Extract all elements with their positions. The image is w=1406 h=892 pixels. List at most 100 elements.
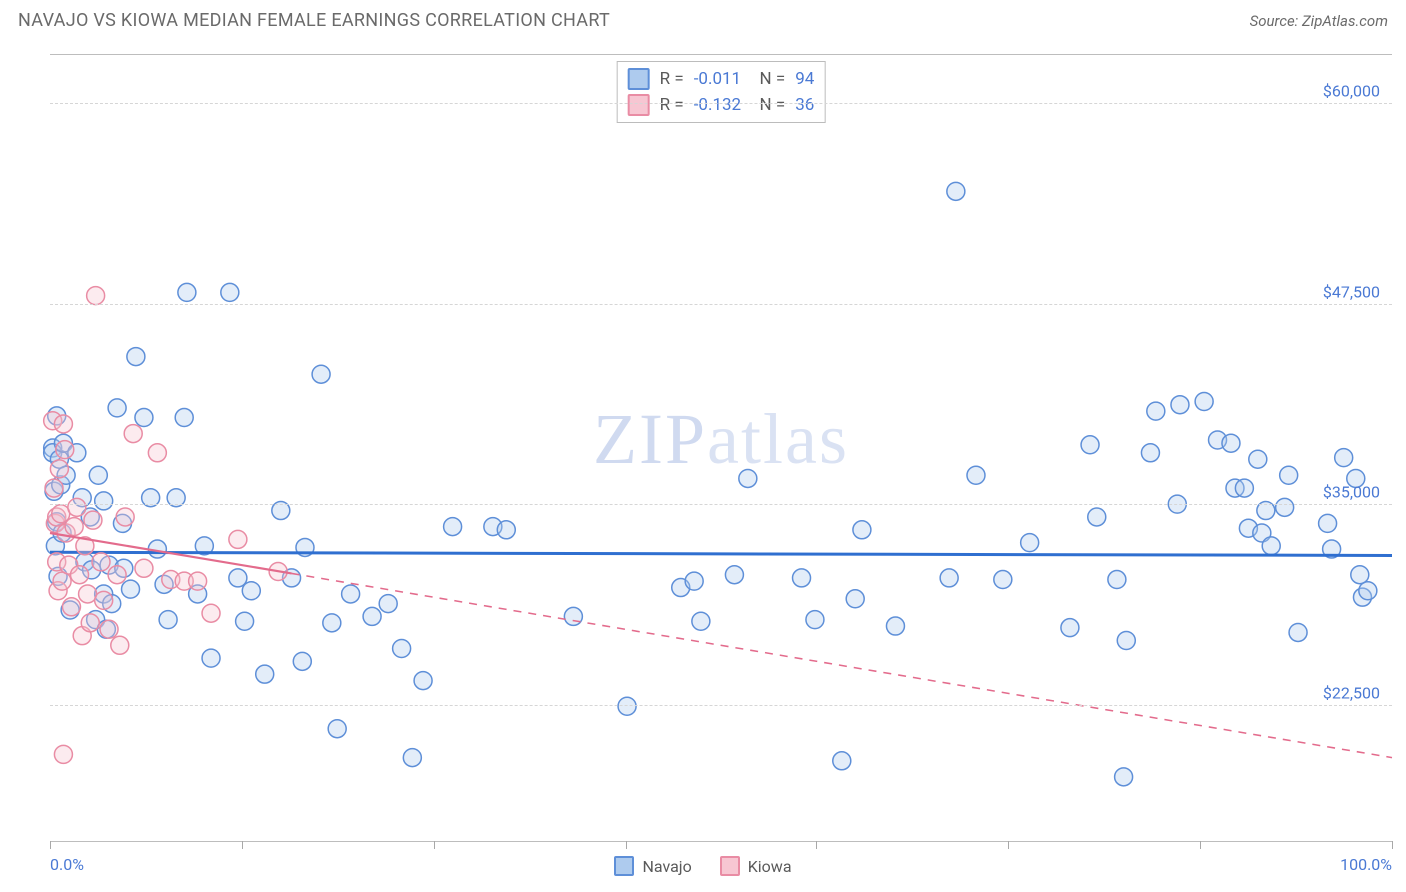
chart-title: NAVAJO VS KIOWA MEDIAN FEMALE EARNINGS C… xyxy=(18,10,610,31)
data-point xyxy=(202,649,220,667)
data-point xyxy=(189,572,207,590)
data-point xyxy=(92,553,110,571)
data-point xyxy=(342,585,360,603)
legend-swatch xyxy=(628,94,650,116)
data-point xyxy=(1359,582,1377,600)
data-point xyxy=(100,620,118,638)
data-point xyxy=(846,590,864,608)
stat-n-value: 36 xyxy=(795,95,814,115)
data-point xyxy=(50,460,68,478)
stat-r-value: -0.011 xyxy=(694,69,741,89)
data-point xyxy=(363,607,381,625)
y-tick-label: $47,500 xyxy=(1323,282,1380,301)
data-point xyxy=(81,614,99,632)
data-point xyxy=(1235,479,1253,497)
data-point xyxy=(739,469,757,487)
data-point xyxy=(725,566,743,584)
legend-label: Navajo xyxy=(642,857,691,876)
gridline xyxy=(50,304,1392,305)
chart-legend: Navajo Kiowa xyxy=(0,856,1406,876)
data-point xyxy=(111,636,129,654)
data-point xyxy=(1108,571,1126,589)
data-point xyxy=(853,521,871,539)
data-point xyxy=(833,752,851,770)
data-point xyxy=(947,182,965,200)
data-point xyxy=(87,287,105,305)
legend-item: Navajo xyxy=(614,856,691,876)
data-point xyxy=(994,571,1012,589)
data-point xyxy=(95,492,113,510)
y-tick-label: $60,000 xyxy=(1323,82,1380,101)
data-point xyxy=(148,444,166,462)
data-point xyxy=(79,585,97,603)
legend-label: Kiowa xyxy=(748,857,792,876)
x-tick xyxy=(626,841,627,849)
data-point xyxy=(116,508,134,526)
trend-line-solid xyxy=(50,552,1392,555)
x-tick xyxy=(1008,841,1009,849)
data-point xyxy=(1088,508,1106,526)
data-point xyxy=(89,466,107,484)
stat-n-label: N = xyxy=(751,95,785,115)
legend-swatch xyxy=(614,856,634,876)
gridline xyxy=(50,103,1392,104)
data-point xyxy=(135,409,153,427)
data-point xyxy=(1147,402,1165,420)
data-point xyxy=(159,611,177,629)
data-point xyxy=(135,559,153,577)
data-point xyxy=(1141,444,1159,462)
x-tick xyxy=(1200,841,1201,849)
stat-r-label: R = xyxy=(660,69,684,89)
gridline xyxy=(50,504,1392,505)
data-point xyxy=(122,580,140,598)
stat-r-value: -0.132 xyxy=(694,95,741,115)
y-tick-label: $35,000 xyxy=(1323,483,1380,502)
data-point xyxy=(65,518,83,536)
x-tick xyxy=(816,841,817,849)
data-point xyxy=(178,283,196,301)
data-point xyxy=(54,415,72,433)
data-point xyxy=(1249,450,1267,468)
x-tick xyxy=(1392,841,1393,849)
data-point xyxy=(1222,434,1240,452)
data-point xyxy=(127,348,145,366)
data-point xyxy=(242,582,260,600)
data-point xyxy=(202,604,220,622)
data-point xyxy=(229,530,247,548)
legend-swatch xyxy=(628,68,650,90)
data-point xyxy=(328,720,346,738)
data-point xyxy=(940,569,958,587)
x-tick xyxy=(50,841,51,849)
data-point xyxy=(393,640,411,658)
data-point xyxy=(444,518,462,536)
correlation-stats-box: R = -0.011 N = 94R = -0.132 N = 36 xyxy=(617,61,826,123)
data-point xyxy=(1171,396,1189,414)
trend-line-dashed xyxy=(292,573,1392,757)
data-point xyxy=(1195,392,1213,410)
data-point xyxy=(793,569,811,587)
data-point xyxy=(806,611,824,629)
data-point xyxy=(1276,498,1294,516)
x-tick xyxy=(242,841,243,849)
data-point xyxy=(175,409,193,427)
data-point xyxy=(967,466,985,484)
data-point xyxy=(221,283,239,301)
data-point xyxy=(62,598,80,616)
data-point xyxy=(54,745,72,763)
data-point xyxy=(685,572,703,590)
data-point xyxy=(236,612,254,630)
data-point xyxy=(564,607,582,625)
data-point xyxy=(1280,466,1298,484)
y-tick-label: $22,500 xyxy=(1323,683,1380,702)
data-point xyxy=(1335,449,1353,467)
data-point xyxy=(256,665,274,683)
data-point xyxy=(692,612,710,630)
data-point xyxy=(886,617,904,635)
data-point xyxy=(414,672,432,690)
data-point xyxy=(1021,534,1039,552)
data-point xyxy=(108,566,126,584)
data-point xyxy=(379,595,397,613)
data-point xyxy=(497,521,515,539)
data-point xyxy=(56,441,74,459)
data-point xyxy=(84,511,102,529)
